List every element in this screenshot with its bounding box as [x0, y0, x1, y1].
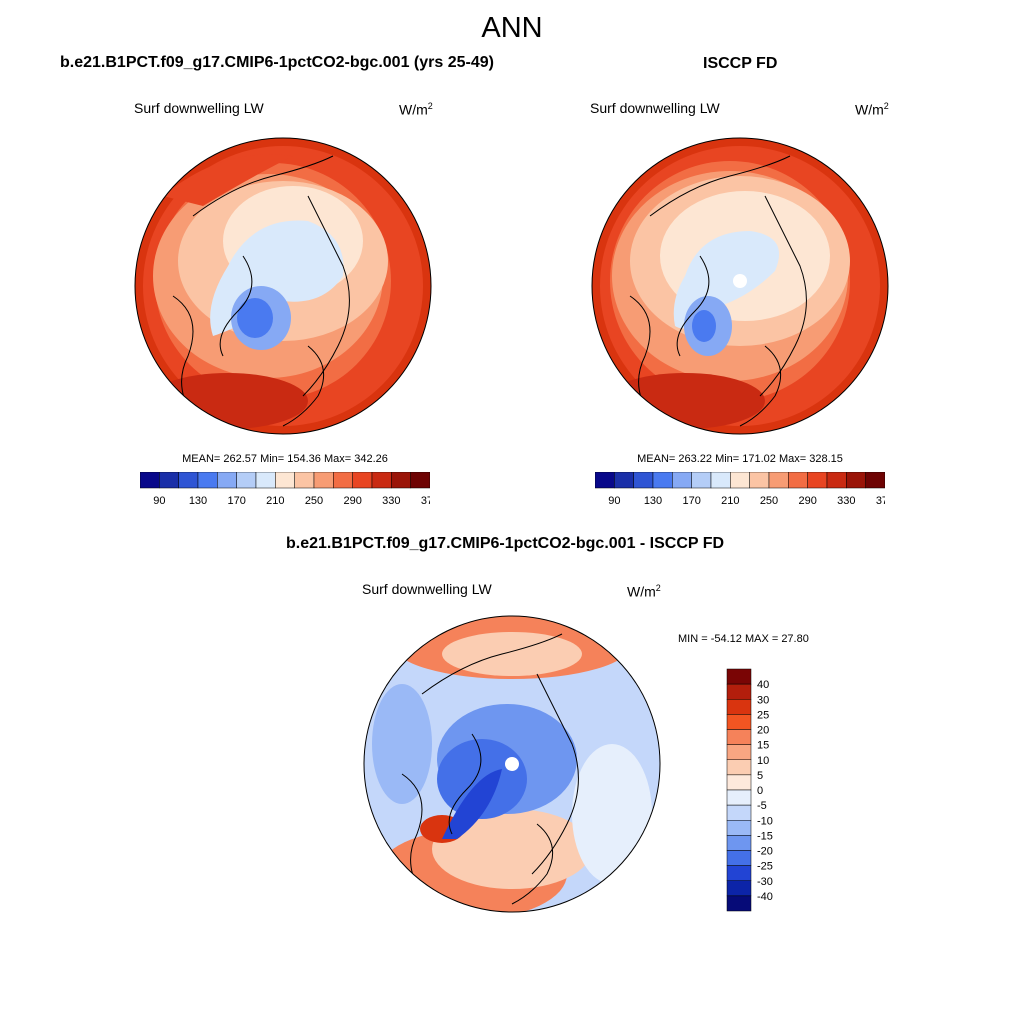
colorbar-tick-label: 170	[682, 495, 700, 507]
colorbar-tick-label: 330	[837, 495, 855, 507]
colorbar-swatch	[217, 472, 237, 489]
colorbar-swatch	[371, 472, 392, 489]
colorbar-tick-label: 250	[760, 495, 778, 507]
colorbar-tick-label: 210	[721, 495, 739, 507]
panel1-stats: MEAN= 262.57 Min= 154.36 Max= 342.26	[182, 453, 388, 465]
panel2-units: W/m2	[855, 101, 889, 118]
colorbar-swatch	[726, 789, 752, 806]
colorbar-swatch	[749, 472, 770, 489]
colorbar-swatch	[159, 472, 179, 489]
colorbar-swatch	[726, 865, 752, 881]
colorbar-swatch	[726, 835, 752, 851]
colorbar-tick-label: 15	[757, 740, 769, 752]
colorbar-tick-label: -40	[757, 891, 773, 903]
colorbar-tick-label: 250	[305, 495, 323, 507]
colorbar-tick-label: 170	[227, 495, 245, 507]
colorbar-swatch	[614, 472, 634, 489]
panel1-colorbar: 90 130 170 210 250 290 330 370	[140, 472, 430, 507]
colorbar-swatch	[807, 472, 828, 489]
colorbar-swatch	[726, 895, 752, 912]
colorbar-tick-label: 5	[757, 770, 763, 782]
colorbar-swatch	[255, 472, 276, 489]
colorbar-swatch	[788, 472, 808, 489]
colorbar-swatch	[595, 472, 615, 489]
colorbar-swatch	[726, 729, 752, 745]
colorbar-swatch	[726, 850, 752, 866]
panel3-title: b.e21.B1PCT.f09_g17.CMIP6-1pctCO2-bgc.00…	[286, 535, 725, 552]
colorbar-swatch	[726, 683, 752, 700]
colorbar-swatch	[726, 804, 752, 821]
panel1-title: b.e21.B1PCT.f09_g17.CMIP6-1pctCO2-bgc.00…	[60, 54, 494, 71]
colorbar-tick-label: 130	[189, 495, 207, 507]
colorbar-tick-label: 210	[266, 495, 284, 507]
colorbar-swatch	[391, 472, 411, 489]
colorbar-tick-label: 130	[644, 495, 662, 507]
colorbar-swatch	[294, 472, 315, 489]
panel3-stats: MIN = -54.12 MAX = 27.80	[678, 633, 809, 645]
main-title: ANN	[481, 12, 543, 44]
colorbar-swatch	[726, 699, 752, 715]
colorbar-swatch	[846, 472, 866, 489]
panel2-stats: MEAN= 263.22 Min= 171.02 Max= 328.15	[637, 453, 843, 465]
colorbar-swatch	[865, 472, 885, 489]
panel1-units: W/m2	[399, 101, 433, 118]
colorbar-tick-label: 20	[757, 725, 769, 737]
colorbar-tick-label: 330	[382, 495, 400, 507]
panel3-polar-map	[363, 615, 661, 913]
colorbar-swatch	[652, 472, 673, 489]
colorbar-tick-label: 0	[757, 785, 763, 797]
colorbar-tick-label: -20	[757, 846, 773, 858]
colorbar-swatch	[275, 472, 295, 489]
colorbar-swatch	[726, 820, 752, 836]
colorbar-tick-label: -25	[757, 861, 773, 873]
colorbar-swatch	[410, 472, 430, 489]
panel2-polar-map	[591, 137, 889, 435]
colorbar-swatch	[236, 472, 257, 489]
panel3-units: W/m2	[627, 583, 661, 600]
colorbar-swatch	[197, 472, 218, 489]
colorbar-swatch	[826, 472, 847, 489]
colorbar-swatch	[178, 472, 199, 489]
panel3-colorbar: 40 30 25 20 15 10 5 0 -5 -10 -15 -20 -25 -30 -40	[726, 668, 773, 912]
colorbar-swatch	[726, 714, 752, 730]
colorbar-tick-label: -30	[757, 876, 773, 888]
colorbar-swatch	[140, 472, 160, 489]
panel3-variable: Surf downwelling LW	[362, 581, 492, 597]
colorbar-swatch	[710, 472, 731, 489]
colorbar-tick-label: 370	[421, 495, 430, 507]
colorbar-swatch	[691, 472, 712, 489]
colorbar-tick-label: -5	[757, 800, 767, 812]
colorbar-tick-label: 25	[757, 709, 769, 721]
colorbar-swatch	[768, 472, 789, 489]
colorbar-tick-label: -15	[757, 830, 773, 842]
panel2-colorbar: 90 130 170 210 250 290 330 370	[595, 472, 885, 507]
colorbar-swatch	[672, 472, 692, 489]
colorbar-tick-label: 290	[798, 495, 816, 507]
colorbar-swatch	[352, 472, 373, 489]
colorbar-swatch	[333, 472, 353, 489]
colorbar-tick-label: 90	[608, 495, 620, 507]
panel1-polar-map	[134, 137, 432, 435]
colorbar-tick-label: -10	[757, 815, 773, 827]
colorbar-swatch	[730, 472, 750, 489]
panel2-variable: Surf downwelling LW	[590, 100, 720, 116]
colorbar-swatch	[726, 744, 752, 760]
colorbar-tick-label: 30	[757, 694, 769, 706]
colorbar-tick-label: 290	[343, 495, 361, 507]
colorbar-swatch	[726, 668, 752, 685]
colorbar-swatch	[726, 880, 752, 897]
colorbar-tick-label: 10	[757, 755, 769, 767]
colorbar-tick-label: 90	[153, 495, 165, 507]
panel1-coastlines	[172, 155, 350, 427]
colorbar-swatch	[726, 774, 752, 791]
colorbar-swatch	[633, 472, 654, 489]
panel2-title: ISCCP FD	[703, 55, 778, 72]
colorbar-tick-label: 40	[757, 679, 769, 691]
colorbar-tick-label: 370	[876, 495, 885, 507]
panel1-variable: Surf downwelling LW	[134, 100, 264, 116]
colorbar-swatch	[726, 759, 752, 776]
colorbar-swatch	[313, 472, 334, 489]
